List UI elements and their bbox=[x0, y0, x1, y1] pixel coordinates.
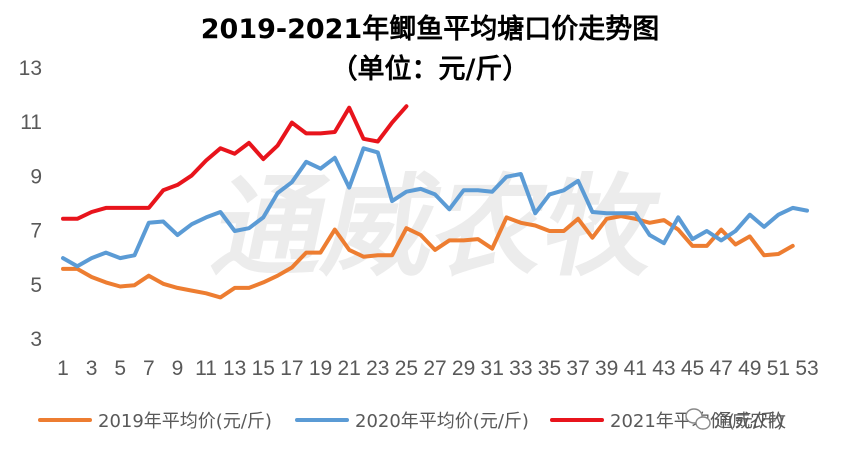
series-line-3 bbox=[61, 104, 409, 221]
x-tick-label: 33 bbox=[509, 357, 532, 380]
legend: 2019年平均价(元/斤)2020年平均价(元/斤)2021年平均价(元/斤) bbox=[38, 411, 784, 432]
x-tick-label: 41 bbox=[624, 357, 647, 380]
legend-label: 2020年平均价(元/斤) bbox=[355, 411, 529, 432]
x-tick-label: 23 bbox=[366, 357, 389, 380]
y-tick-label: 11 bbox=[20, 111, 42, 134]
y-tick-label: 9 bbox=[30, 165, 42, 188]
chart-subtitle: （单位：元/斤） bbox=[331, 53, 530, 85]
watermark-text: 通威农牧 bbox=[203, 164, 671, 292]
plot-area bbox=[61, 104, 809, 300]
watermark-corner-text: 通威农牧 bbox=[714, 411, 786, 432]
x-tick-label: 13 bbox=[223, 357, 246, 380]
x-tick-label: 27 bbox=[423, 357, 446, 380]
x-tick-label: 43 bbox=[652, 357, 675, 380]
x-tick-label: 21 bbox=[337, 357, 360, 380]
x-tick-label: 3 bbox=[86, 357, 98, 380]
x-tick-label: 5 bbox=[114, 357, 126, 380]
x-tick-label: 7 bbox=[143, 357, 155, 380]
x-tick-label: 19 bbox=[309, 357, 332, 380]
x-tick-label: 9 bbox=[172, 357, 184, 380]
x-tick-label: 35 bbox=[538, 357, 561, 380]
x-tick-label: 37 bbox=[566, 357, 589, 380]
x-tick-label: 15 bbox=[252, 357, 275, 380]
y-tick-label: 7 bbox=[30, 220, 42, 243]
wechat-icon bbox=[685, 408, 711, 430]
x-tick-label: 51 bbox=[767, 357, 790, 380]
y-axis: 3 5 7 9 11 13 bbox=[19, 57, 42, 351]
x-tick-label: 17 bbox=[280, 357, 303, 380]
watermark-badge: 通威农牧 bbox=[685, 408, 786, 432]
x-tick-label: 53 bbox=[795, 357, 818, 380]
series-line-2 bbox=[61, 146, 809, 269]
x-tick-label: 29 bbox=[452, 357, 475, 380]
legend-label: 2019年平均价(元/斤) bbox=[98, 411, 272, 432]
x-tick-label: 49 bbox=[738, 357, 761, 380]
x-tick-label: 39 bbox=[595, 357, 618, 380]
x-tick-label: 11 bbox=[195, 357, 217, 380]
series-line-1 bbox=[61, 214, 795, 300]
x-axis: 1 3 5 7 9 11 13 15 17 19 21 23 25 27 29 31 33 35 37 39 41 43 4… bbox=[57, 357, 819, 380]
y-tick-label: 13 bbox=[19, 57, 42, 80]
x-tick-label: 47 bbox=[709, 357, 732, 380]
x-tick-label: 1 bbox=[57, 357, 69, 380]
chart-title: 2019-2021年鲫鱼平均塘口价走势图 bbox=[201, 13, 660, 45]
y-tick-label: 5 bbox=[30, 274, 42, 297]
x-tick-label: 31 bbox=[481, 357, 504, 380]
x-tick-label: 45 bbox=[681, 357, 704, 380]
x-tick-label: 25 bbox=[395, 357, 418, 380]
y-tick-label: 3 bbox=[30, 328, 42, 351]
